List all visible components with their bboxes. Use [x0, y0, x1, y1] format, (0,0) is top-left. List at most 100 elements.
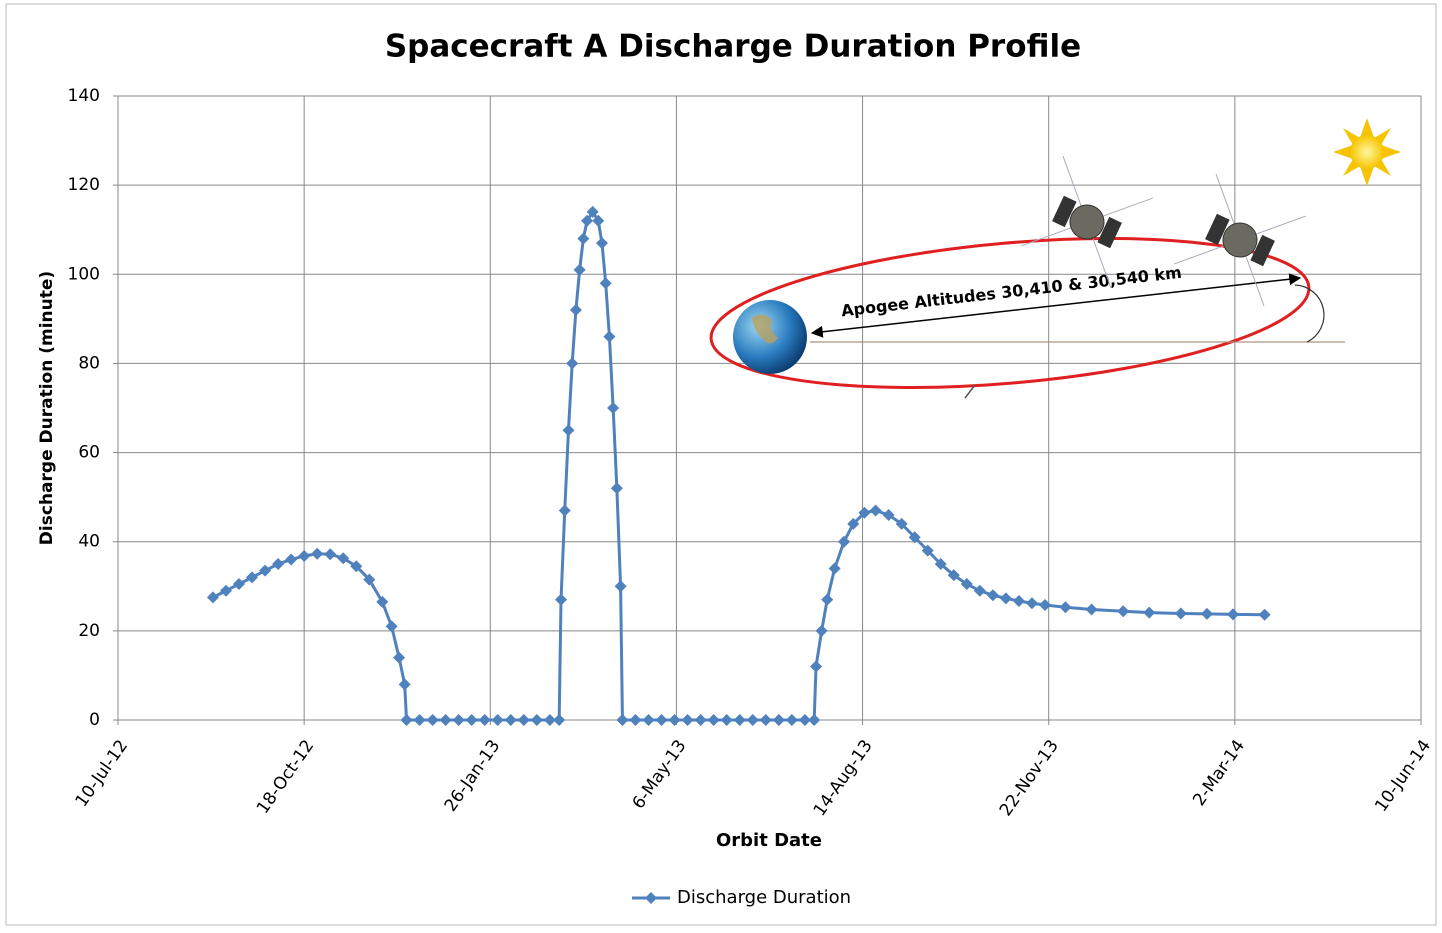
data-point	[517, 714, 530, 726]
data-point	[530, 714, 543, 726]
data-point	[413, 714, 426, 726]
x-axis-label: Orbit Date	[716, 830, 822, 851]
legend-marker	[645, 892, 657, 904]
apogee-arrow	[810, 273, 1302, 338]
data-point	[1059, 601, 1072, 614]
data-point	[642, 714, 655, 726]
data-point	[1174, 607, 1187, 620]
y-tick-label: 20	[78, 621, 100, 641]
data-point	[815, 624, 828, 637]
data-point	[607, 402, 620, 414]
data-point	[616, 714, 629, 726]
orbit	[709, 237, 1311, 389]
chart-frame	[5, 3, 1437, 926]
data-point	[986, 589, 999, 602]
data-point	[934, 558, 947, 570]
legend-label: Discharge Duration	[677, 887, 851, 908]
data-point	[869, 504, 882, 517]
data-point	[858, 506, 871, 519]
data-point	[1038, 599, 1051, 612]
data-point	[586, 205, 599, 218]
y-tick-label: 80	[78, 353, 100, 373]
data-point	[465, 714, 478, 726]
data-point	[828, 562, 841, 575]
data-point	[206, 591, 219, 604]
data-point	[947, 569, 960, 582]
data-point	[398, 678, 411, 691]
data-point	[219, 584, 232, 597]
data-point	[694, 714, 707, 726]
data-point	[629, 714, 642, 726]
data-point	[569, 303, 582, 316]
data-point	[337, 552, 350, 565]
plot	[206, 205, 1271, 726]
chart-title: Spacecraft A Discharge Duration Profile	[385, 29, 1081, 65]
y-tick-label: 100	[68, 264, 100, 284]
data-point	[478, 714, 491, 726]
data-point	[681, 714, 694, 726]
data-point	[1025, 597, 1038, 610]
data-point	[400, 714, 413, 726]
data-point	[603, 330, 616, 343]
data-point	[232, 578, 245, 591]
data-point	[324, 548, 337, 561]
data-point	[1012, 594, 1025, 607]
data-point	[393, 651, 406, 664]
y-axis-label: Discharge Duration (minute)	[37, 271, 57, 545]
data-point	[668, 714, 681, 726]
data-point	[921, 544, 934, 557]
data-point	[1117, 605, 1130, 618]
data-point	[311, 547, 324, 560]
legend: Discharge Duration	[632, 887, 851, 908]
data-point	[1200, 607, 1213, 620]
data-point	[895, 517, 908, 530]
data-point	[610, 482, 623, 495]
data-point	[350, 560, 363, 573]
data-point	[960, 578, 973, 591]
data-point	[595, 237, 608, 250]
data-point	[847, 517, 860, 530]
sun	[1333, 118, 1401, 186]
data-point	[581, 214, 594, 227]
data-point	[246, 571, 259, 584]
y-tick-label: 120	[68, 175, 100, 195]
data-point	[491, 714, 504, 726]
y-tick-label: 0	[89, 710, 100, 730]
data-point	[707, 714, 720, 726]
satellite	[1021, 156, 1153, 288]
data-point	[452, 714, 465, 726]
data-point	[746, 714, 759, 726]
data-point	[810, 660, 823, 673]
data-point	[599, 277, 612, 290]
data-point	[555, 593, 568, 606]
data-point	[562, 424, 575, 437]
data-point	[733, 714, 746, 726]
y-tick-label: 40	[78, 532, 100, 552]
data-point	[772, 714, 785, 726]
data-point	[614, 580, 627, 593]
data-point	[272, 558, 285, 570]
data-point	[504, 714, 517, 726]
data-point	[999, 592, 1012, 605]
data-point	[439, 714, 452, 726]
data-point	[759, 714, 772, 726]
data-point	[573, 263, 586, 276]
data-point	[798, 714, 811, 726]
data-point	[553, 714, 566, 726]
data-point	[298, 549, 311, 562]
data-point	[973, 584, 986, 597]
data-point	[285, 553, 298, 566]
data-point	[720, 714, 733, 726]
data-point	[558, 504, 571, 517]
data-point	[882, 508, 895, 521]
data-point	[837, 535, 850, 548]
data-point	[1085, 603, 1098, 616]
data-point	[543, 714, 556, 726]
data-point	[426, 714, 439, 726]
data-point	[1258, 608, 1271, 621]
data-point	[808, 714, 821, 726]
satellite	[1174, 174, 1306, 306]
data-point	[566, 357, 579, 370]
data-point	[785, 714, 798, 726]
